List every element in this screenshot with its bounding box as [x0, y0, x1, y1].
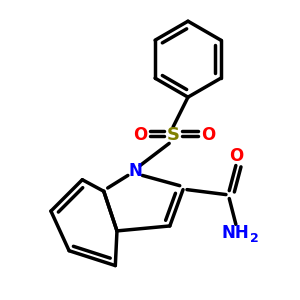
Text: O: O: [133, 126, 147, 144]
Text: 2: 2: [250, 232, 258, 245]
Text: O: O: [229, 147, 243, 165]
Text: O: O: [201, 126, 215, 144]
Text: N: N: [128, 163, 142, 181]
Text: S: S: [167, 126, 180, 144]
Text: NH: NH: [222, 224, 250, 242]
